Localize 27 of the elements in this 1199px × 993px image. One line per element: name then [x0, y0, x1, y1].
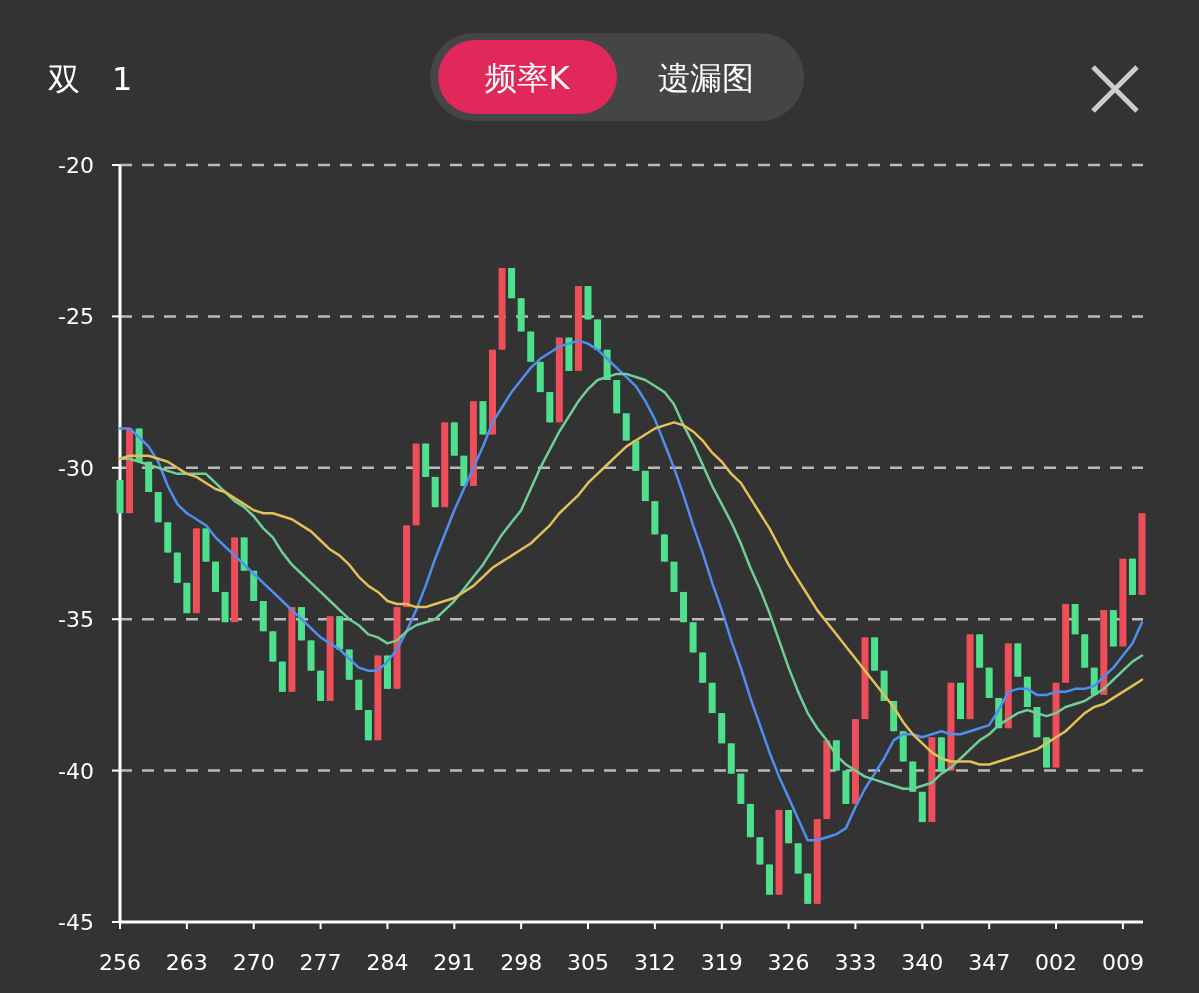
text: 频率K: [484, 59, 571, 97]
line-series: [118, 339, 1144, 842]
line-series: [118, 421, 1144, 766]
x-tick-label: 277: [299, 950, 342, 975]
x-tick-label: 326: [767, 950, 810, 975]
chart-title: 双 1: [48, 60, 133, 98]
x-tick-label: 340: [901, 950, 944, 975]
x-tick-label: 305: [567, 950, 610, 975]
text: 遗漏图: [658, 59, 754, 97]
x-tick-label: 347: [968, 950, 1011, 975]
x-tick-label: 298: [500, 950, 543, 975]
x-tick-label: 009: [1101, 950, 1144, 975]
x-tick-label: 270: [232, 950, 275, 975]
y-tick-label: -35: [58, 607, 94, 633]
x-tick-label: 256: [99, 950, 141, 975]
y-tick-label: -40: [58, 758, 94, 784]
y-tick-label: -45: [58, 910, 94, 935]
x-tick-label: 319: [700, 950, 743, 975]
x-tick-label: 284: [366, 950, 409, 975]
x-tick-label: 002: [1035, 950, 1078, 975]
y-tick-label: -25: [58, 304, 94, 330]
x-tick-label: 312: [633, 950, 676, 975]
x-tick-label: 263: [165, 950, 208, 975]
x-tick-label: 291: [433, 950, 476, 975]
x-tick-label: 333: [834, 950, 877, 975]
y-tick-label: -20: [58, 153, 94, 178]
y-tick-label: -30: [58, 455, 94, 481]
